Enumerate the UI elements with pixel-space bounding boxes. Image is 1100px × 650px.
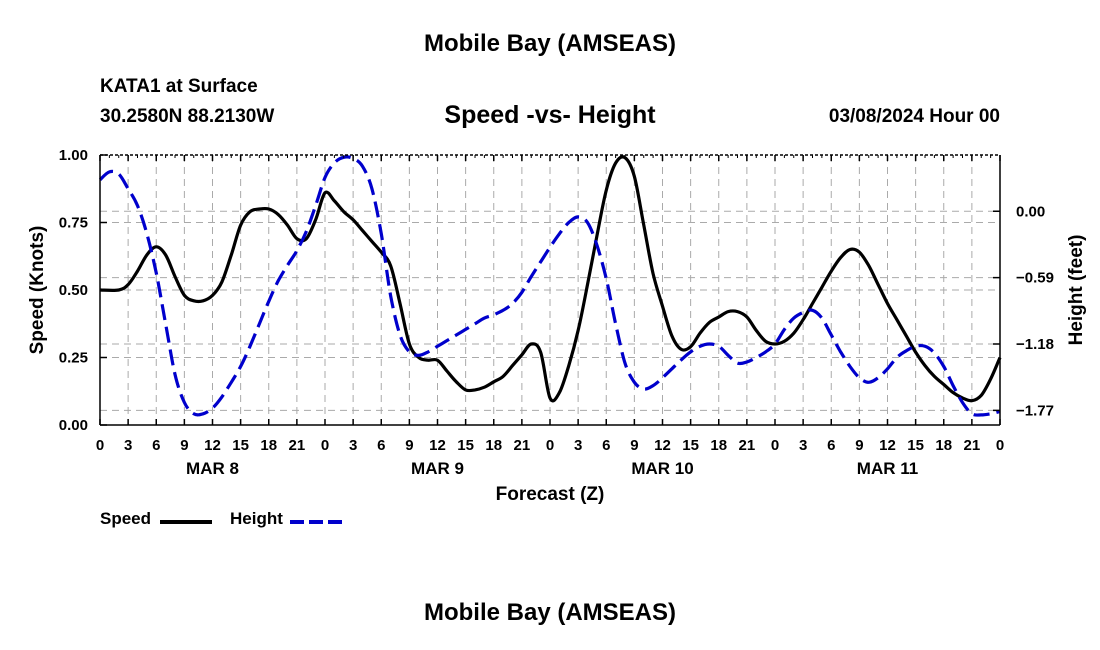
x-tick-label: 3 (574, 437, 582, 454)
y2-tick-label: 0.00 (1016, 203, 1045, 220)
x-tick-label: 18 (485, 437, 502, 454)
y2-tick-label: −1.77 (1016, 402, 1054, 419)
x-tick-label: 3 (799, 437, 807, 454)
legend-label-speed: Speed (100, 509, 152, 528)
y-axis-title: Speed (Knots) (27, 226, 48, 355)
y-tick-label: 0.50 (59, 282, 88, 299)
station-label: KATA1 at Surface (100, 76, 258, 97)
x-tick-label: 15 (682, 437, 699, 454)
forecast-datetime: 03/08/2024 Hour 00 (828, 106, 1000, 127)
grid (100, 155, 1000, 425)
x-tick-label: 15 (232, 437, 249, 454)
x-tick-label: 9 (855, 437, 863, 454)
x-tick-label: 0 (771, 437, 779, 454)
x-tick-label: 21 (514, 437, 531, 454)
y2-tick-label: −0.59 (1016, 270, 1054, 287)
legend-swatch-speed (160, 520, 212, 524)
x-tick-label: 6 (827, 437, 835, 454)
axis-ticks: 0 3 6 9 12 15 18 21 0 3 6 9 12 15 18 21 0 3 6 9 12 15 18 21 0 3 6 9… (59, 147, 1054, 478)
x-tick-label: 21 (964, 437, 981, 454)
coordinates-label: 30.2580N 88.2130W (100, 106, 275, 127)
y-tick-label: 0.25 (59, 350, 88, 367)
x-tick-label: 12 (429, 437, 446, 454)
y-tick-label: 0.75 (59, 215, 88, 232)
day-label: MAR 11 (857, 459, 918, 478)
x-tick-label: 9 (630, 437, 638, 454)
series-line-speed (99, 155, 1002, 403)
y2-axis-title: Height (feet) (1066, 235, 1087, 346)
x-tick-label: 15 (907, 437, 924, 454)
x-tick-label: 21 (739, 437, 756, 454)
day-label: MAR 8 (186, 459, 239, 478)
x-tick-label: 6 (602, 437, 610, 454)
x-tick-label: 3 (349, 437, 357, 454)
x-tick-label: 3 (124, 437, 132, 454)
x-tick-label: 0 (546, 437, 554, 454)
x-axis-title: Forecast (Z) (496, 484, 605, 505)
x-tick-label: 12 (879, 437, 896, 454)
y2-tick-label: −1.18 (1016, 336, 1054, 353)
legend-label-height: Height (230, 509, 283, 528)
y-tick-label: 0.00 (59, 417, 88, 434)
chart-title: Speed -vs- Height (444, 101, 656, 129)
x-tick-label: 0 (321, 437, 329, 454)
x-tick-label: 18 (710, 437, 727, 454)
main-title: Mobile Bay (AMSEAS) (423, 30, 677, 57)
x-tick-label: 12 (654, 437, 671, 454)
legend-swatch-height (290, 520, 342, 524)
x-tick-label: 18 (260, 437, 277, 454)
series-line-height (98, 155, 1001, 417)
day-label: MAR 10 (631, 459, 693, 478)
x-tick-label: 0 (96, 437, 104, 454)
day-label: MAR 9 (411, 459, 464, 478)
x-tick-label: 9 (405, 437, 413, 454)
y-tick-label: 1.00 (59, 147, 88, 164)
x-tick-label: 12 (204, 437, 221, 454)
series-layer (98, 155, 1002, 417)
footer-title: Mobile Bay (AMSEAS) (423, 599, 677, 626)
x-tick-label: 6 (377, 437, 385, 454)
x-tick-label: 18 (935, 437, 952, 454)
x-tick-label: 15 (457, 437, 474, 454)
x-tick-label: 6 (152, 437, 160, 454)
x-tick-label: 21 (289, 437, 306, 454)
x-tick-label: 9 (180, 437, 188, 454)
x-tick-label: 0 (996, 437, 1004, 454)
